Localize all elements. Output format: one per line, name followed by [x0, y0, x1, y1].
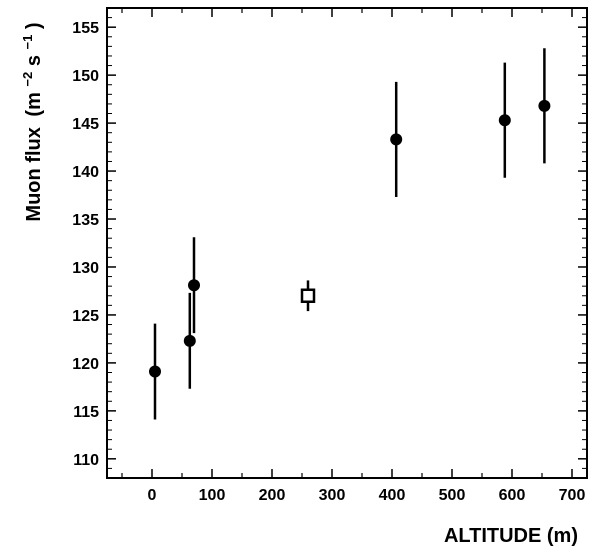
- data-point-filled-circle: [188, 279, 200, 292]
- x-tick-label: 600: [499, 487, 526, 504]
- data-point-filled-circle: [183, 334, 196, 347]
- data-point-filled-circle: [390, 133, 403, 146]
- data-points-layer: [149, 48, 551, 420]
- x-tick-label: 0: [148, 487, 157, 504]
- y-axis-label: Muon flux (m −2 s −1 ): [15, 22, 45, 221]
- y-axis-label-unit-open: (m: [23, 92, 45, 116]
- y-tick-label: 135: [72, 212, 99, 229]
- y-tick-label: 145: [72, 116, 99, 133]
- y-tick-label: 130: [72, 260, 99, 277]
- axis-ticks-layer: 0 100 200 300 400 500 600 700 110 115 120 125 130 135…: [72, 7, 587, 504]
- x-tick-label: 200: [259, 487, 286, 504]
- x-tick-label: 500: [439, 487, 466, 504]
- data-point-filled-circle: [538, 99, 551, 112]
- y-tick-label: 120: [72, 356, 99, 373]
- y-tick-label: 150: [72, 68, 99, 85]
- y-tick-label: 125: [72, 308, 99, 325]
- y-tick-label: 115: [73, 404, 99, 421]
- x-tick-label: 100: [199, 487, 226, 504]
- data-point-filled-circle: [498, 114, 511, 127]
- y-axis-label-unit-exp2: −1: [20, 35, 35, 50]
- x-axis-label: ALTITUDE (m): [444, 525, 578, 547]
- plot-frame: [106, 7, 588, 479]
- data-point-filled-circle: [149, 365, 161, 378]
- x-tick-label: 400: [379, 487, 406, 504]
- x-tick-label: 700: [559, 487, 586, 504]
- y-axis-label-unit-close: ): [23, 22, 45, 29]
- y-tick-label: 110: [73, 452, 99, 469]
- y-tick-label: 155: [72, 20, 99, 37]
- plot-frame-layer: [106, 7, 588, 479]
- y-axis-label-unit-mid: s: [23, 55, 45, 66]
- y-axis-label-name: Muon flux: [23, 127, 45, 221]
- x-tick-label: 300: [319, 487, 346, 504]
- y-tick-label: 140: [72, 164, 99, 181]
- y-axis-label-unit-exp1: −2: [20, 72, 35, 87]
- data-point-open-square: [300, 288, 316, 304]
